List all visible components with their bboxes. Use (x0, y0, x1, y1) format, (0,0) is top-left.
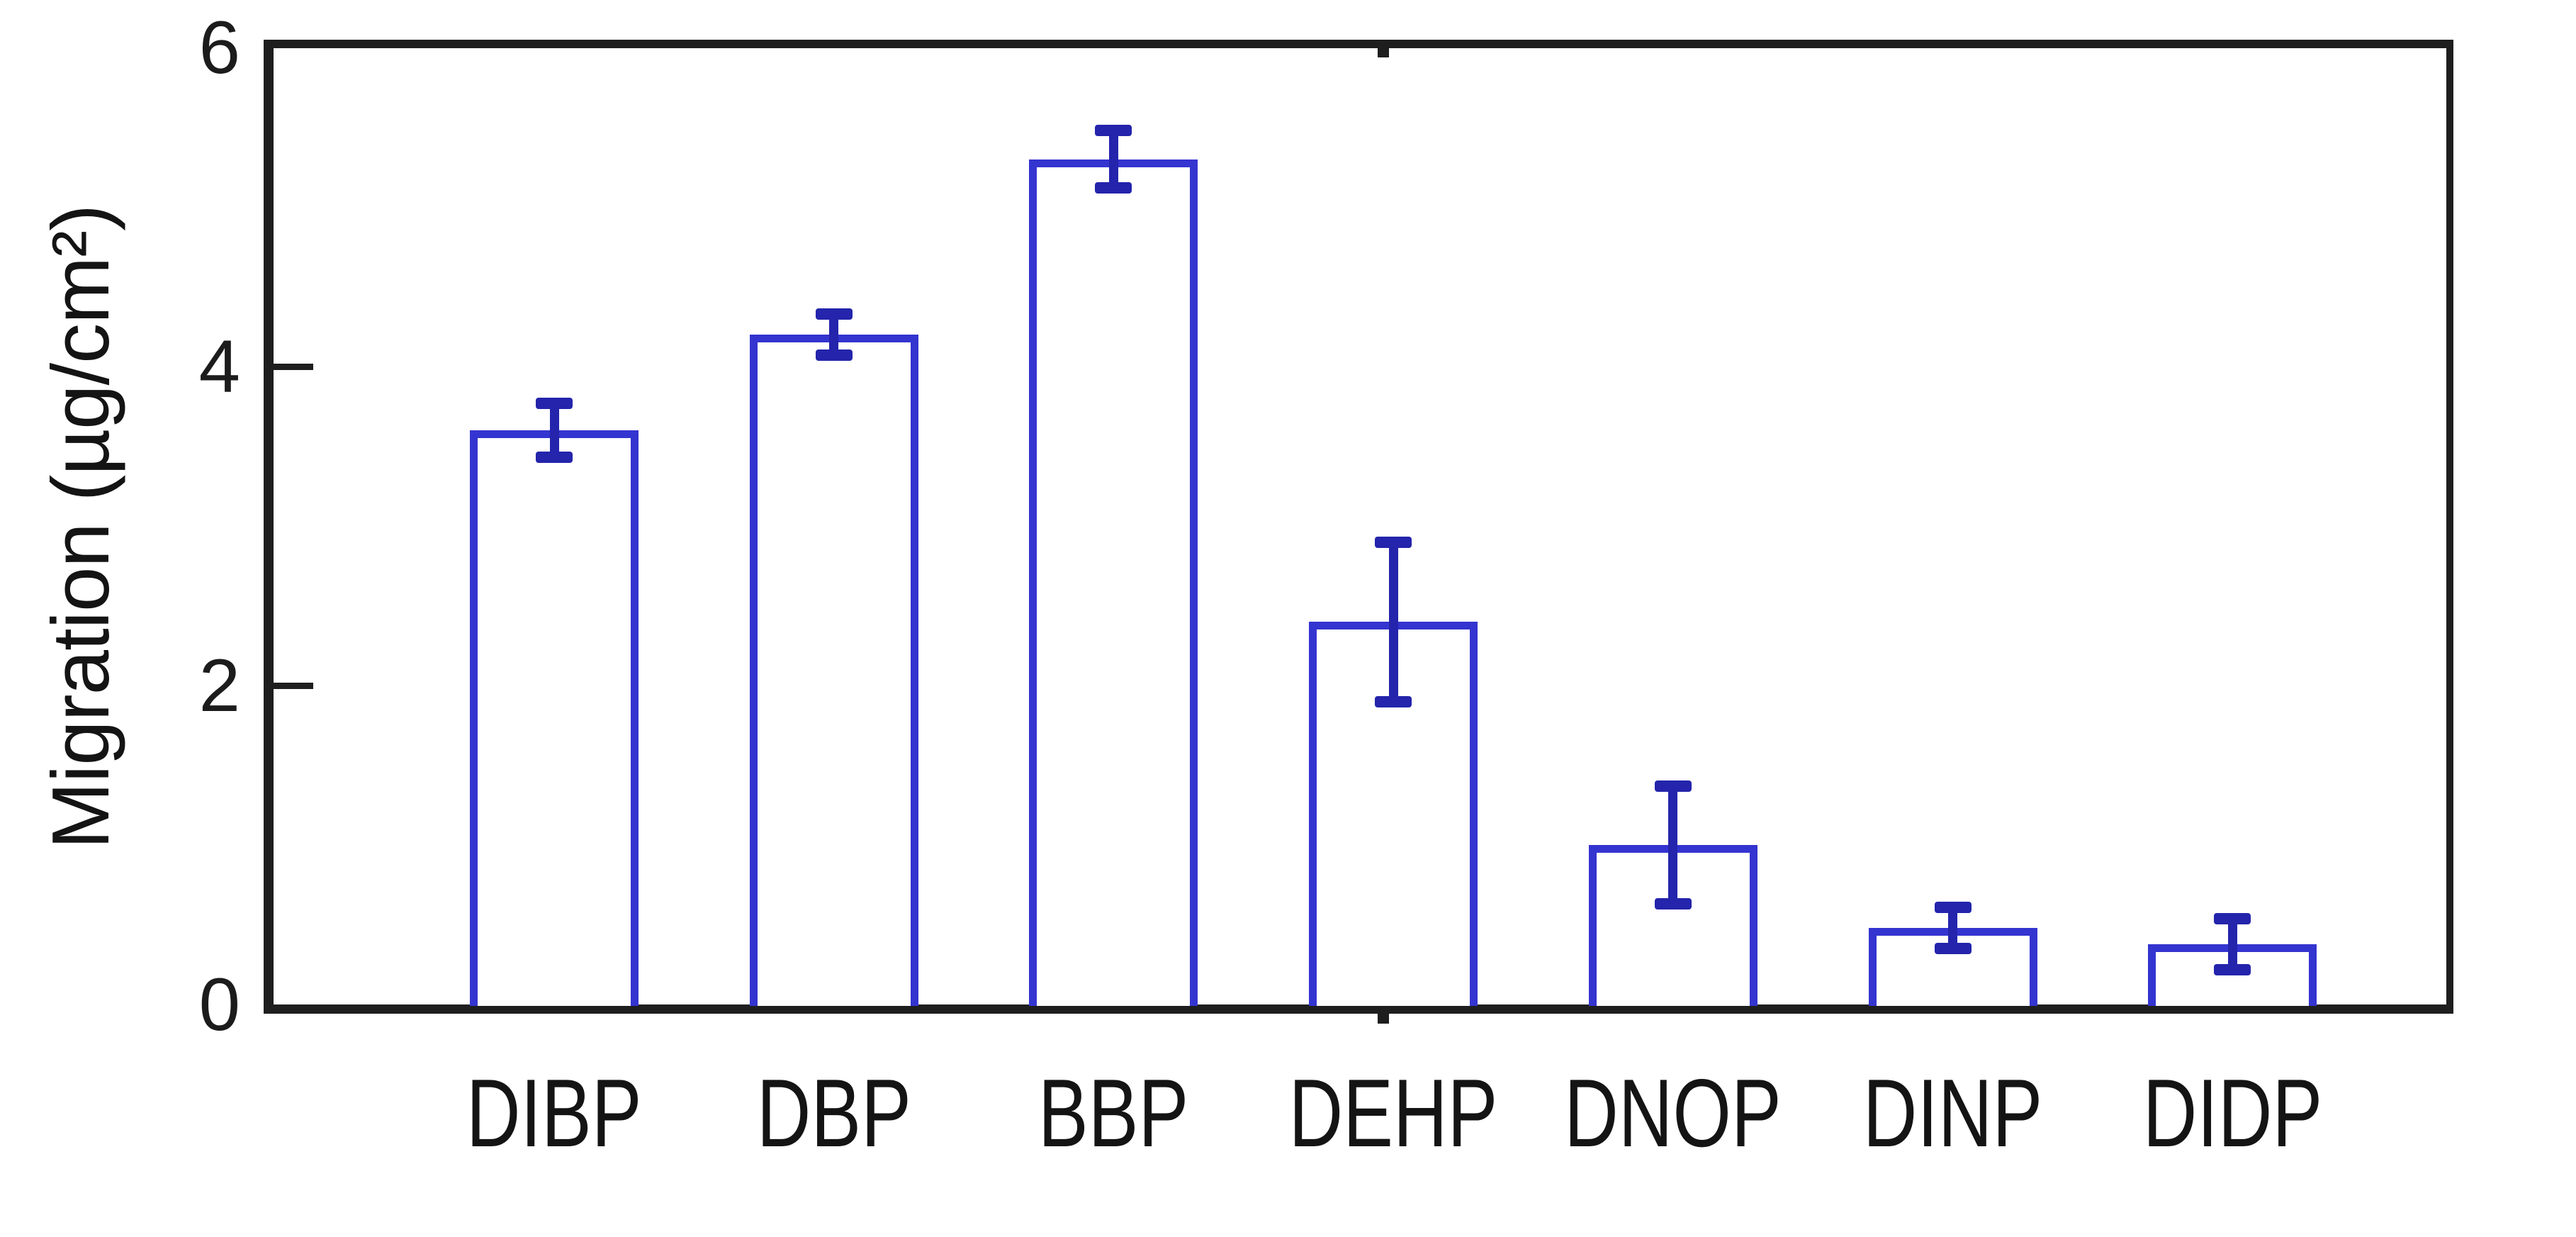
error-bar-top-cap-didp (2214, 912, 2251, 924)
error-bar-top-cap-dbp (815, 308, 853, 320)
error-bar-line-didp (2227, 918, 2237, 970)
error-bar-bottom-cap-dibp (536, 452, 573, 464)
x-category-label-text: BBP (1038, 1059, 1189, 1167)
y-tick-mark (274, 363, 313, 370)
y-tick-label: 6 (198, 6, 240, 89)
bar-bbp (1029, 159, 1198, 1006)
error-bar-line-dinp (1948, 907, 1957, 949)
y-tick-mark (274, 682, 313, 689)
x-category-label-text: DIDP (2142, 1059, 2322, 1167)
error-bar-bottom-cap-dehp (1375, 695, 1412, 707)
x-category-label-dehp: DEHP (1230, 1065, 1556, 1161)
x-axis-center-tick-top (1378, 48, 1389, 57)
error-bar-top-cap-dnop (1654, 780, 1692, 792)
x-category-label-text: DBP (756, 1059, 911, 1167)
error-bar-line-dibp (549, 403, 559, 458)
x-category-label-bbp: BBP (950, 1065, 1276, 1161)
error-bar-line-dnop (1668, 785, 1678, 905)
x-category-label-text: DIBP (466, 1059, 642, 1167)
x-category-label-text: DNOP (1564, 1059, 1782, 1167)
error-bar-top-cap-dinp (1934, 901, 1972, 913)
x-category-label-text: DEHP (1288, 1059, 1498, 1167)
error-bar-bottom-cap-dbp (815, 349, 853, 362)
x-category-label-dbp: DBP (671, 1065, 997, 1161)
error-bar-top-cap-dibp (536, 397, 573, 409)
error-bar-top-cap-bbp (1095, 125, 1132, 136)
bar-dbp (749, 335, 918, 1006)
y-axis-title-container: Migration (µg/cm²) (0, 40, 163, 1014)
bar-dibp (470, 430, 639, 1006)
y-axis-title: Migration (µg/cm²) (36, 204, 127, 849)
y-tick-label: 2 (198, 644, 240, 727)
error-bar-bottom-cap-dnop (1654, 898, 1692, 910)
error-bar-line-dbp (829, 313, 839, 356)
x-category-label-dinp: DINP (1790, 1065, 2116, 1161)
x-category-label-dibp: DIBP (391, 1065, 717, 1161)
x-category-label-text: DINP (1862, 1059, 2043, 1167)
error-bar-bottom-cap-bbp (1095, 182, 1132, 194)
x-category-label-didp: DIDP (2069, 1065, 2395, 1161)
error-bar-line-bbp (1108, 130, 1118, 188)
y-tick-label: 4 (198, 325, 240, 408)
plot-area (264, 40, 2453, 1014)
x-axis-center-tick-bottom (1378, 1014, 1389, 1024)
error-bar-bottom-cap-didp (2214, 963, 2251, 975)
x-category-label-dnop: DNOP (1510, 1065, 1836, 1161)
error-bar-line-dehp (1388, 542, 1398, 702)
y-tick-label: 0 (198, 963, 240, 1046)
error-bar-bottom-cap-dinp (1934, 943, 1972, 955)
error-bar-top-cap-dehp (1375, 536, 1412, 548)
